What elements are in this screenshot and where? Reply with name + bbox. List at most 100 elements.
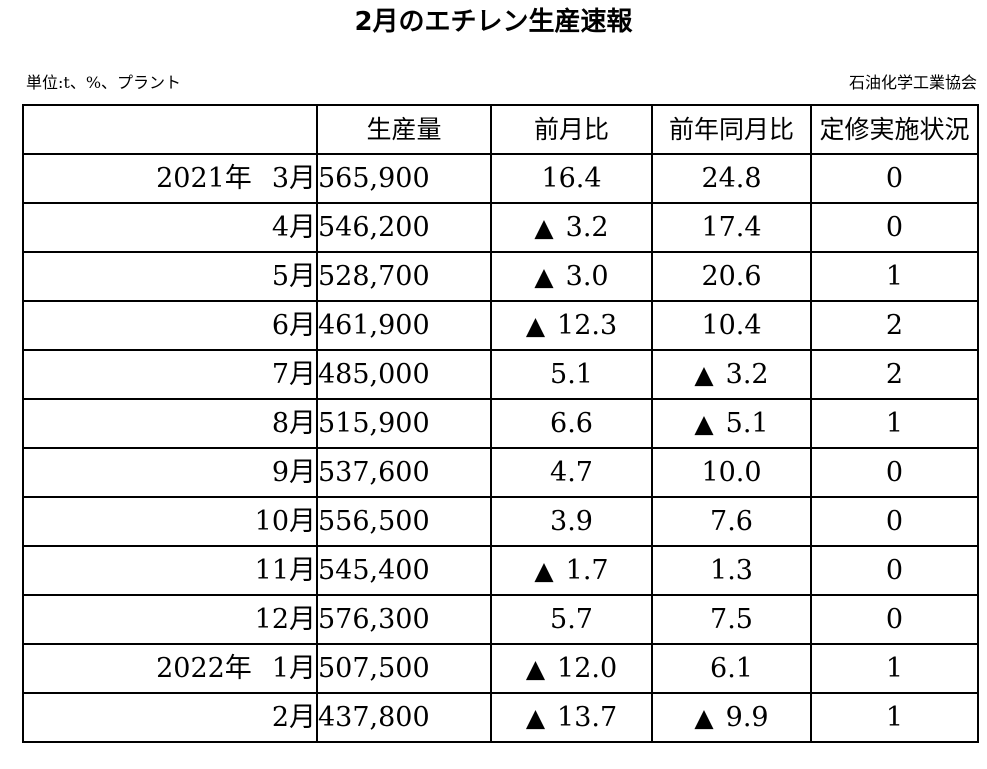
decrease-triangle-icon: ▲	[694, 409, 714, 438]
month-label: 1月	[271, 653, 316, 684]
mom-value-cell: ▲ 12.0	[490, 643, 653, 694]
header-period	[22, 104, 318, 155]
yoy-value: 20.6	[701, 261, 762, 292]
production-value: 576,300	[316, 594, 492, 645]
mom-value: 12.3	[557, 310, 618, 341]
month-label: 2月	[271, 702, 316, 733]
yoy-value-cell: ▲ 5.1	[651, 398, 812, 449]
decrease-triangle-icon: ▲	[534, 213, 554, 242]
period-cell: 7月	[22, 349, 318, 400]
ethylene-production-table: 生産量 前月比 前年同月比 定修実施状況 2021年 3月 565,900 16.4 2…	[22, 104, 979, 743]
maintenance-count: 1	[810, 398, 979, 449]
month-label: 11月	[254, 555, 316, 586]
production-value: 545,400	[316, 545, 492, 596]
maintenance-count: 0	[810, 594, 979, 645]
yoy-value-cell: 7.6	[651, 496, 812, 547]
maintenance-count: 0	[810, 447, 979, 498]
mom-value-cell: ▲ 13.7	[490, 692, 653, 743]
mom-value: 3.9	[550, 506, 593, 537]
mom-value: 5.7	[550, 604, 593, 635]
table-row: 7月 485,000 5.1 ▲ 3.2 2	[22, 349, 979, 400]
mom-value-cell: 3.9	[490, 496, 653, 547]
maintenance-count: 2	[810, 349, 979, 400]
period-cell: 11月	[22, 545, 318, 596]
year-label: 2021年	[156, 163, 252, 194]
month-label: 8月	[271, 408, 316, 439]
table-row: 10月 556,500 3.9 7.6 0	[22, 496, 979, 547]
mom-value-cell: 4.7	[490, 447, 653, 498]
production-value: 546,200	[316, 202, 492, 253]
header-production: 生産量	[316, 104, 492, 155]
mom-value-cell: ▲ 12.3	[490, 300, 653, 351]
header-maintenance: 定修実施状況	[810, 104, 979, 155]
year-label: 2022年	[156, 653, 252, 684]
decrease-triangle-icon: ▲	[525, 703, 546, 732]
production-value: 485,000	[316, 349, 492, 400]
table-row: 11月 545,400 ▲ 1.7 1.3 0	[22, 545, 979, 596]
production-value: 507,500	[316, 643, 492, 694]
production-value: 537,600	[316, 447, 492, 498]
decrease-triangle-icon: ▲	[694, 703, 714, 732]
mom-value-cell: ▲ 1.7	[490, 545, 653, 596]
mom-value-cell: 5.1	[490, 349, 653, 400]
maintenance-count: 1	[810, 251, 979, 302]
table-row: 6月 461,900 ▲ 12.3 10.4 2	[22, 300, 979, 351]
yoy-value-cell: 10.0	[651, 447, 812, 498]
yoy-value: 5.1	[725, 408, 769, 439]
table-row: 5月 528,700 ▲ 3.0 20.6 1	[22, 251, 979, 302]
table-body: 2021年 3月 565,900 16.4 24.8 0 4月 546,200 ▲ 3.2 17.4…	[22, 153, 979, 743]
period-cell: 2月	[22, 692, 318, 743]
yoy-value: 7.5	[710, 604, 753, 635]
period-cell: 9月	[22, 447, 318, 498]
mom-value-cell: ▲ 3.2	[490, 202, 653, 253]
month-label: 10月	[254, 506, 316, 537]
yoy-value-cell: 1.3	[651, 545, 812, 596]
production-value: 437,800	[316, 692, 492, 743]
period-cell: 6月	[22, 300, 318, 351]
table-row: 12月 576,300 5.7 7.5 0	[22, 594, 979, 645]
decrease-triangle-icon: ▲	[694, 360, 714, 389]
yoy-value: 7.6	[710, 506, 753, 537]
month-label: 6月	[271, 310, 316, 341]
header-yoy: 前年同月比	[651, 104, 812, 155]
period-cell: 2022年 1月	[22, 643, 318, 694]
table-row: 4月 546,200 ▲ 3.2 17.4 0	[22, 202, 979, 253]
yoy-value-cell: 10.4	[651, 300, 812, 351]
table-row: 2022年 1月 507,500 ▲ 12.0 6.1 1	[22, 643, 979, 694]
period-cell: 2021年 3月	[22, 153, 318, 204]
yoy-value-cell: ▲ 3.2	[651, 349, 812, 400]
table-row: 9月 537,600 4.7 10.0 0	[22, 447, 979, 498]
month-label: 7月	[271, 359, 316, 390]
maintenance-count: 0	[810, 496, 979, 547]
mom-value: 12.0	[557, 653, 618, 684]
yoy-value: 17.4	[701, 212, 762, 243]
yoy-value: 3.2	[725, 359, 769, 390]
page-title: 2月のエチレン生産速報	[354, 7, 633, 37]
yoy-value-cell: 7.5	[651, 594, 812, 645]
yoy-value-cell: 24.8	[651, 153, 812, 204]
yoy-value: 10.0	[701, 457, 762, 488]
period-cell: 4月	[22, 202, 318, 253]
maintenance-count: 1	[810, 643, 979, 694]
mom-value: 3.2	[565, 212, 609, 243]
mom-value: 16.4	[541, 163, 602, 194]
month-label: 9月	[271, 457, 316, 488]
month-label: 3月	[271, 163, 316, 194]
yoy-value: 6.1	[710, 653, 753, 684]
month-label: 12月	[254, 604, 316, 635]
mom-value-cell: 16.4	[490, 153, 653, 204]
decrease-triangle-icon: ▲	[525, 654, 546, 683]
mom-value-cell: 6.6	[490, 398, 653, 449]
source-label: 石油化学工業協会	[848, 73, 977, 92]
yoy-value: 10.4	[701, 310, 762, 341]
mom-value: 13.7	[557, 702, 618, 733]
table-row: 8月 515,900 6.6 ▲ 5.1 1	[22, 398, 979, 449]
period-cell: 5月	[22, 251, 318, 302]
mom-value-cell: 5.7	[490, 594, 653, 645]
yoy-value-cell: 17.4	[651, 202, 812, 253]
maintenance-count: 0	[810, 545, 979, 596]
decrease-triangle-icon: ▲	[534, 262, 554, 291]
mom-value: 5.1	[550, 359, 593, 390]
maintenance-count: 0	[810, 153, 979, 204]
unit-note: 単位:t、%、プラント	[26, 73, 182, 92]
